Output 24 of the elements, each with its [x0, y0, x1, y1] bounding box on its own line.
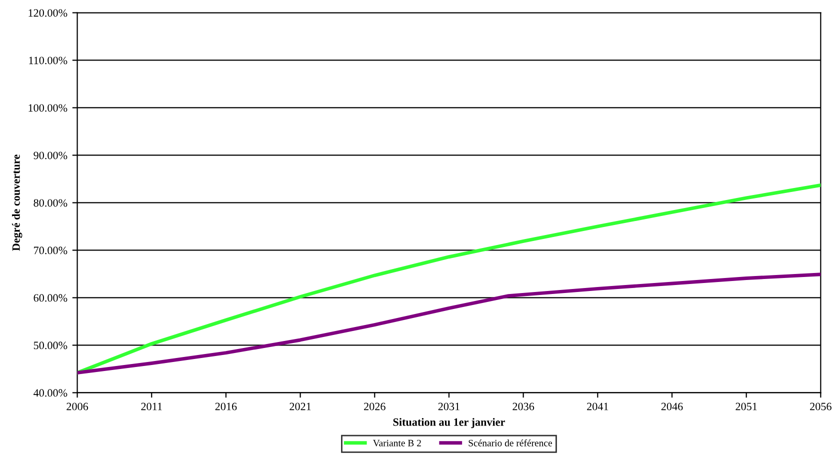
- x-axis-title: Situation au 1er janvier: [393, 418, 505, 428]
- x-tick-label: 2051: [736, 402, 757, 410]
- y-tick-label: 50.00%: [34, 342, 68, 350]
- y-tick-label: 70.00%: [34, 246, 68, 254]
- x-tick-label: 2021: [290, 402, 311, 410]
- x-tick-label: 2006: [66, 402, 88, 410]
- y-tick-label: 80.00%: [34, 199, 68, 207]
- x-tick-label: 2011: [141, 402, 162, 410]
- legend-label: Scénario de référence: [468, 439, 552, 446]
- x-tick-label: 2031: [438, 402, 460, 410]
- x-tick-label: 2041: [587, 402, 608, 410]
- x-tick-label: 2026: [364, 402, 386, 410]
- x-tick-label: 2056: [810, 402, 832, 410]
- x-tick-label: 2016: [215, 402, 237, 410]
- y-tick-label: 90.00%: [34, 152, 68, 160]
- x-tick-label: 2036: [512, 402, 534, 410]
- y-tick-label: 120.00%: [28, 9, 68, 17]
- legend-label: Variante B 2: [372, 440, 421, 446]
- y-tick-label: 60.00%: [34, 294, 68, 302]
- y-axis-title: Degré de couverture: [12, 154, 22, 251]
- x-tick-label: 2046: [661, 402, 683, 410]
- y-tick-label: 110.00%: [29, 56, 68, 64]
- y-tick-label: 40.00%: [34, 389, 68, 397]
- y-tick-label: 100.00%: [28, 104, 68, 112]
